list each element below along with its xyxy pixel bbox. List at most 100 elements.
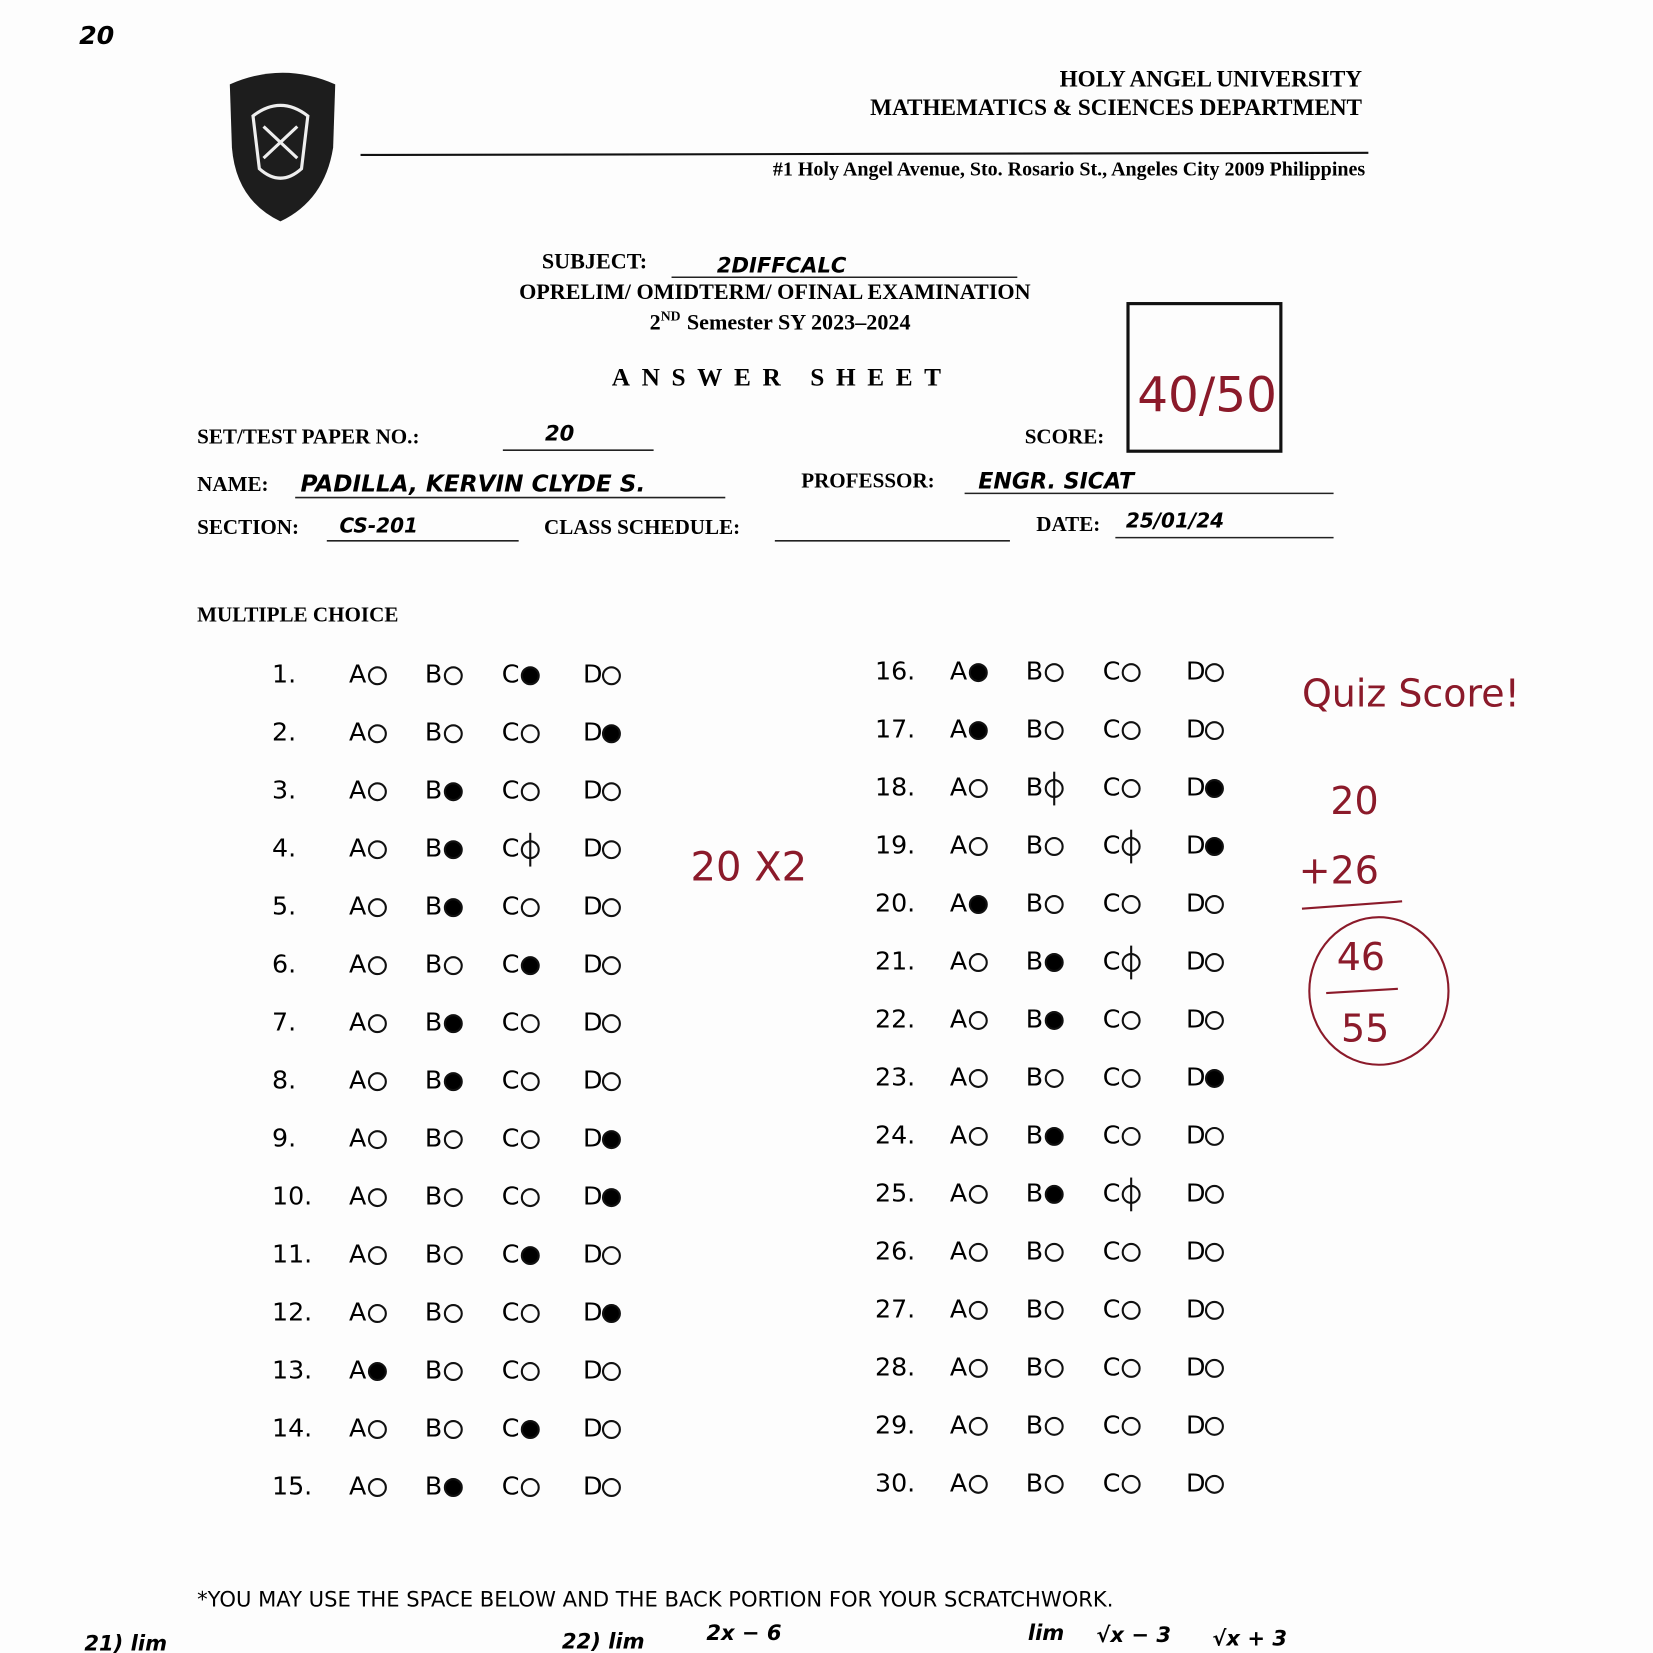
bubble [367,1246,387,1266]
choice-letter: A [950,715,968,744]
bubble [1204,1358,1224,1378]
scratch: √x + 3 [1212,1625,1287,1650]
bubble [1204,663,1224,683]
semester-rest: Semester SY 2023–2024 [687,310,911,335]
question-number: 26. [875,1236,915,1265]
choice-letter: C [502,950,520,979]
bubble [520,1362,540,1382]
choice-letter: A [349,950,367,979]
question-number: 20. [875,889,915,918]
choice-letter: C [1103,1236,1121,1265]
choice-letter: A [349,1008,367,1037]
bubble [367,1188,387,1208]
bubble [520,1478,540,1497]
choice-letter: C [502,1124,520,1153]
choice-letter: B [425,1182,442,1211]
department: MATHEMATICS & SCIENCES DEPARTMENT [870,95,1362,121]
choice-letter: A [950,1178,968,1207]
filled-bubble [1204,1068,1224,1088]
bubble [968,1126,988,1146]
question-number: 24. [875,1120,915,1149]
filled-bubble [443,782,463,802]
choice-letter: B [1026,889,1043,918]
question-number: 21. [875,946,915,975]
choice-letter: D [583,718,602,747]
bubble [601,840,621,860]
filled-bubble [443,840,463,860]
subject-label: SUBJECT: [542,249,647,274]
question-number: 27. [875,1294,915,1323]
filled-bubble [520,666,540,686]
choice-letter: A [950,946,968,975]
score-label: SCORE: [1025,424,1105,448]
choice-letter: D [583,892,602,921]
question-number: 5. [272,892,296,921]
scratch: 2x − 6 [706,1620,781,1645]
bubble [367,1014,387,1034]
question-number: 30. [875,1468,915,1497]
bubble [520,898,540,918]
choice-letter: A [349,1471,367,1500]
bubble [1044,1242,1064,1262]
bubble [367,956,387,976]
section-value: CS-201 [339,514,417,538]
question-number: 12. [272,1298,312,1327]
filled-bubble [443,898,463,918]
choice-letter: D [1186,657,1205,686]
bubble [367,666,387,686]
sheet-title: ANSWER SHEET [612,363,953,391]
set-value: 20 [545,420,574,445]
bubble [367,1478,387,1497]
question-number: 22. [875,1004,915,1033]
bubble [520,1188,540,1208]
bubble [968,779,988,799]
sum-circle [1308,916,1450,1066]
bubble [1044,895,1064,914]
choice-letter: D [1186,1236,1205,1265]
logo [229,72,336,222]
choice-letter: B [1026,657,1043,686]
choice-letter: A [950,1062,968,1091]
bubble [1044,663,1064,683]
question-number: 18. [875,773,915,802]
choice-letter: D [1186,773,1205,802]
bubble [1121,895,1141,914]
choice-letter: A [349,1356,367,1385]
choice-letter: C [502,892,520,921]
filled-bubble [520,1420,540,1439]
choice-letter: B [1026,1410,1043,1439]
bubble [367,782,387,802]
exam-types: OPRELIM/ OMIDTERM/ OFINAL EXAMINATION [519,279,1031,304]
choice-letter: A [950,1352,968,1381]
subject-value: 2DIFFCALC [717,253,847,278]
choice-letter: B [425,1066,442,1095]
multiplier-note: 20 X2 [691,845,808,891]
bubble [520,1072,540,1092]
bubble [520,724,540,744]
bubble [1121,1126,1141,1146]
choice-letter: C [1103,1410,1121,1439]
choice-letter: A [349,834,367,863]
bubble [601,1072,621,1092]
question-number: 25. [875,1178,915,1207]
choice-letter: C [502,718,520,747]
question-number: 19. [875,831,915,860]
choice-letter: B [1026,1236,1043,1265]
choice-letter: D [583,1182,602,1211]
bubble [601,956,621,976]
scratch: 22) lim [562,1628,645,1653]
choice-letter: A [950,1410,968,1439]
choice-letter: B [1026,1294,1043,1323]
choice-letter: D [1186,1410,1205,1439]
choice-letter: C [1103,1352,1121,1381]
choice-letter: C [1103,773,1121,802]
professor-value: ENGR. SICAT [978,468,1136,494]
corner-number: 20 [79,21,114,50]
question-number: 29. [875,1410,915,1439]
question-number: 9. [272,1124,296,1153]
bubble [968,1474,988,1494]
bubble [1204,953,1224,972]
choice-letter: B [425,1356,442,1385]
bubble [968,1300,988,1320]
